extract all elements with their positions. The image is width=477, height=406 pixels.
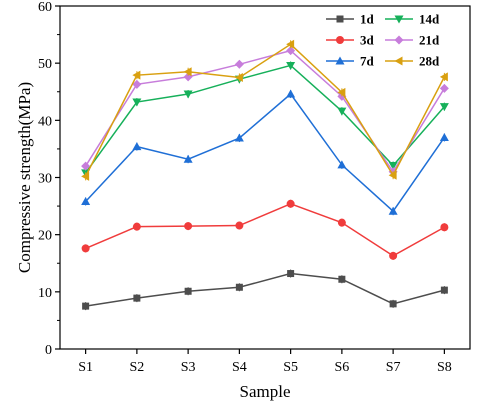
legend-item-3d: 3d bbox=[326, 33, 375, 48]
data-point bbox=[286, 199, 295, 208]
y-tick-label: 60 bbox=[38, 0, 52, 15]
x-tick-label: S8 bbox=[437, 360, 452, 375]
data-point bbox=[286, 61, 296, 70]
data-point bbox=[132, 70, 141, 80]
data-point bbox=[184, 287, 192, 295]
data-point bbox=[133, 294, 141, 302]
legend-marker bbox=[336, 36, 344, 44]
data-point bbox=[234, 133, 244, 142]
data-point bbox=[81, 161, 91, 171]
data-point bbox=[81, 197, 91, 206]
series-line-1d bbox=[85, 272, 445, 307]
legend-item-28d: 28d bbox=[385, 54, 440, 69]
data-point bbox=[184, 222, 193, 231]
legend-marker bbox=[394, 35, 404, 45]
y-tick-label: 30 bbox=[38, 172, 52, 187]
x-tick-label: S1 bbox=[78, 360, 93, 375]
x-tick-label: S5 bbox=[283, 360, 298, 375]
data-point bbox=[388, 170, 397, 180]
legend-item-14d: 14d bbox=[385, 12, 440, 27]
data-point bbox=[235, 221, 244, 230]
data-point bbox=[234, 72, 243, 82]
legend: 1d 3d 7d 14d 21d 28d bbox=[326, 12, 440, 69]
data-point bbox=[132, 142, 142, 151]
series-line-21d bbox=[84, 49, 446, 174]
x-tick-label: S3 bbox=[181, 360, 196, 375]
data-point bbox=[286, 46, 296, 56]
data-point bbox=[286, 39, 295, 49]
data-point bbox=[389, 251, 398, 260]
y-tick-label: 0 bbox=[45, 343, 52, 358]
data-point bbox=[183, 154, 193, 163]
series-28d bbox=[81, 39, 448, 181]
x-tick-label: S2 bbox=[129, 360, 144, 375]
data-point bbox=[183, 90, 193, 99]
y-tick-label: 10 bbox=[38, 286, 52, 301]
data-point bbox=[388, 161, 398, 170]
legend-item-1d: 1d bbox=[326, 12, 375, 27]
series-line-28d bbox=[84, 43, 446, 177]
data-point bbox=[440, 286, 448, 294]
x-tick-label: S6 bbox=[334, 360, 349, 375]
legend-label: 3d bbox=[360, 33, 375, 48]
data-point bbox=[234, 59, 244, 69]
data-point bbox=[439, 83, 449, 93]
data-point bbox=[389, 300, 397, 308]
x-axis-title: Sample bbox=[240, 382, 291, 401]
axes: 0 10 20 30 40 50 60 S1 S2 S3 S4 S5 S6 S7 S8 bbox=[38, 0, 471, 375]
data-point bbox=[337, 107, 347, 116]
x-tick-label: S4 bbox=[232, 360, 247, 375]
data-point bbox=[337, 87, 346, 97]
data-point bbox=[132, 79, 142, 89]
series-line-3d bbox=[85, 202, 445, 257]
legend-marker bbox=[394, 15, 404, 24]
data-point bbox=[439, 132, 449, 141]
data-point bbox=[338, 275, 346, 283]
y-tick-label: 40 bbox=[38, 114, 52, 129]
legend-label: 28d bbox=[419, 54, 440, 69]
series-21d bbox=[81, 46, 449, 177]
data-point bbox=[337, 160, 347, 169]
series-line-7d bbox=[85, 92, 445, 213]
legend-label: 7d bbox=[360, 54, 375, 69]
series-line-14d bbox=[85, 64, 445, 174]
data-point bbox=[439, 103, 449, 112]
data-point bbox=[287, 270, 295, 278]
legend-item-7d: 7d bbox=[326, 54, 375, 69]
y-tick-label: 20 bbox=[38, 229, 52, 244]
x-tick-label: S7 bbox=[386, 360, 401, 375]
legend-item-21d: 21d bbox=[385, 33, 440, 48]
data-point bbox=[132, 98, 142, 107]
data-point bbox=[183, 67, 192, 77]
series-14d bbox=[81, 61, 449, 178]
data-point bbox=[235, 283, 243, 291]
y-tick-label: 50 bbox=[38, 57, 52, 72]
series-layer bbox=[81, 39, 449, 311]
data-point bbox=[439, 72, 448, 82]
legend-marker bbox=[336, 15, 344, 23]
data-point bbox=[81, 244, 90, 253]
series-1d bbox=[82, 269, 448, 311]
legend-marker bbox=[394, 56, 403, 66]
data-point bbox=[337, 218, 346, 227]
data-point bbox=[388, 206, 398, 215]
data-point bbox=[81, 171, 90, 181]
series-7d bbox=[81, 89, 449, 216]
data-point bbox=[440, 223, 449, 232]
legend-label: 14d bbox=[419, 12, 440, 27]
data-point bbox=[132, 222, 141, 231]
legend-label: 1d bbox=[360, 12, 375, 27]
data-point bbox=[286, 89, 296, 98]
series-3d bbox=[81, 199, 449, 260]
y-axis-title: Compressive strength(MPa) bbox=[15, 82, 34, 273]
legend-marker bbox=[335, 56, 345, 65]
legend-label: 21d bbox=[419, 33, 440, 48]
data-point bbox=[82, 302, 90, 310]
